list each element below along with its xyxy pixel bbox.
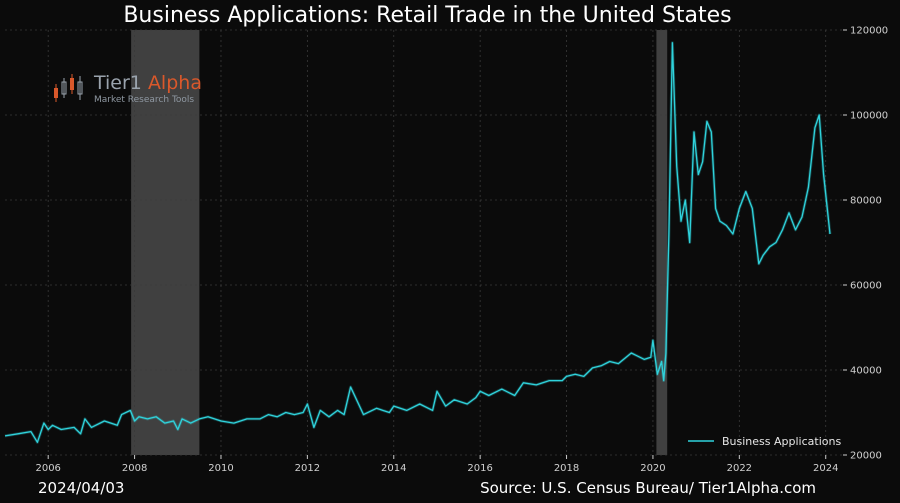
legend-label: Business Applications bbox=[722, 435, 841, 448]
logo-name-part1: Tier1 bbox=[94, 72, 142, 94]
x-axis: 2006 2008 2010 2012 2014 2016 2018 2020 2022 2024 bbox=[35, 455, 838, 474]
y-tick-label: 40000 bbox=[850, 366, 882, 377]
chart-title: Business Applications: Retail Trade in t… bbox=[123, 3, 732, 28]
recession-band bbox=[131, 30, 200, 455]
y-tick-label: 60000 bbox=[850, 281, 882, 292]
x-tick-label: 2008 bbox=[122, 463, 147, 474]
y-tick-label: 100000 bbox=[850, 111, 888, 122]
logo: Tier1 Alpha Market Research Tools bbox=[52, 72, 202, 110]
recession-band bbox=[656, 30, 668, 455]
y-tick-label: 20000 bbox=[850, 451, 882, 462]
x-tick-label: 2018 bbox=[554, 463, 579, 474]
y-tick-label: 80000 bbox=[850, 196, 882, 207]
x-tick-label: 2012 bbox=[295, 463, 320, 474]
x-tick-label: 2022 bbox=[727, 463, 752, 474]
x-tick-label: 2010 bbox=[208, 463, 233, 474]
footer-source: Source: U.S. Census Bureau/ Tier1Alpha.c… bbox=[480, 479, 816, 497]
x-tick-label: 2014 bbox=[381, 463, 406, 474]
logo-name: Tier1 Alpha bbox=[94, 72, 202, 94]
y-axis: 20000 40000 60000 80000 100000 120000 bbox=[843, 26, 888, 462]
y-tick-label: 120000 bbox=[850, 26, 888, 37]
logo-name-part2: Alpha bbox=[147, 72, 202, 94]
recession-shading bbox=[131, 30, 668, 455]
legend: Business Applications bbox=[688, 435, 841, 448]
footer-date: 2024/04/03 bbox=[38, 479, 125, 497]
series-line bbox=[4, 42, 831, 443]
logo-tagline: Market Research Tools bbox=[94, 95, 195, 105]
x-tick-label: 2020 bbox=[640, 463, 665, 474]
x-tick-label: 2024 bbox=[813, 463, 838, 474]
x-tick-label: 2006 bbox=[35, 463, 60, 474]
x-tick-label: 2016 bbox=[467, 463, 492, 474]
candlestick-icon bbox=[54, 74, 83, 102]
grid-lines bbox=[5, 29, 843, 456]
series-lines bbox=[4, 41, 832, 444]
